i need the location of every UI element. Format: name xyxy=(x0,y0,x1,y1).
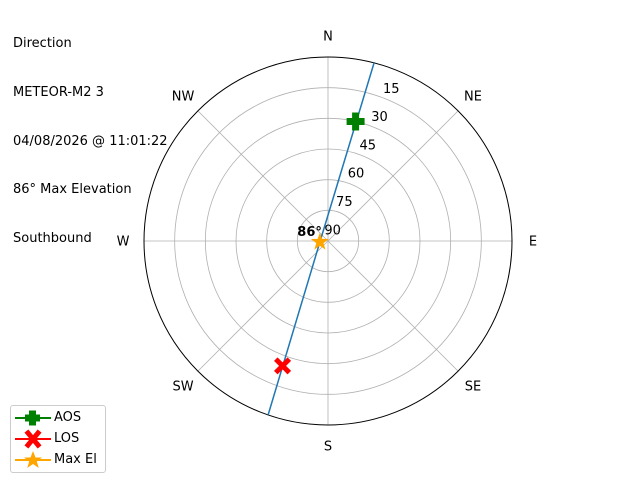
max-elevation-annotation: 86° xyxy=(297,225,322,240)
x-marker-icon xyxy=(15,429,51,449)
radial-gridline xyxy=(296,209,360,273)
compass-label-n: N xyxy=(323,30,333,45)
radial-gridline xyxy=(235,148,421,334)
radial-gridline xyxy=(204,117,452,365)
radial-tick-label: 90 xyxy=(324,223,341,238)
radial-tick-label: 30 xyxy=(371,110,388,125)
los-marker xyxy=(274,357,292,375)
radial-tick-label: 15 xyxy=(383,82,400,97)
legend: AOS LOS Max El xyxy=(10,405,106,473)
title-line-4: 86° Max Elevation xyxy=(13,182,132,198)
legend-item-los: LOS xyxy=(11,429,105,449)
legend-item-aos: AOS xyxy=(11,408,105,428)
compass-label-sw: SW xyxy=(172,379,193,394)
compass-label-e: E xyxy=(529,235,537,250)
title-line-3: 04/08/2026 @ 11:01:22 xyxy=(13,133,168,149)
title-line-1: Direction xyxy=(13,36,72,52)
plus-marker-icon xyxy=(15,410,51,426)
compass-label-se: SE xyxy=(465,379,481,394)
aos-marker xyxy=(346,112,365,131)
legend-label: Max El xyxy=(54,452,97,467)
legend-label: AOS xyxy=(54,410,82,425)
radial-tick-label: 60 xyxy=(348,167,365,182)
compass-label-s: S xyxy=(324,440,332,455)
star-marker-icon xyxy=(15,451,51,468)
title-line-5: Southbound xyxy=(13,230,92,246)
radial-tick-label: 75 xyxy=(336,195,353,210)
compass-label-ne: NE xyxy=(464,90,482,105)
chart-title: Direction METEOR-M2 3 04/08/2026 @ 11:01… xyxy=(13,4,168,263)
compass-label-w: W xyxy=(117,235,130,250)
compass-label-nw: NW xyxy=(172,90,195,105)
radial-gridline xyxy=(266,179,390,303)
title-line-2: METEOR-M2 3 xyxy=(13,85,104,101)
radial-gridline xyxy=(174,87,482,395)
max-el-marker xyxy=(310,232,329,250)
legend-label: LOS xyxy=(54,431,80,446)
los-marker-stroke xyxy=(274,357,292,375)
polar-frame xyxy=(143,56,513,426)
legend-item-max-el: Max El xyxy=(11,450,105,470)
radial-tick-label: 45 xyxy=(360,138,377,153)
